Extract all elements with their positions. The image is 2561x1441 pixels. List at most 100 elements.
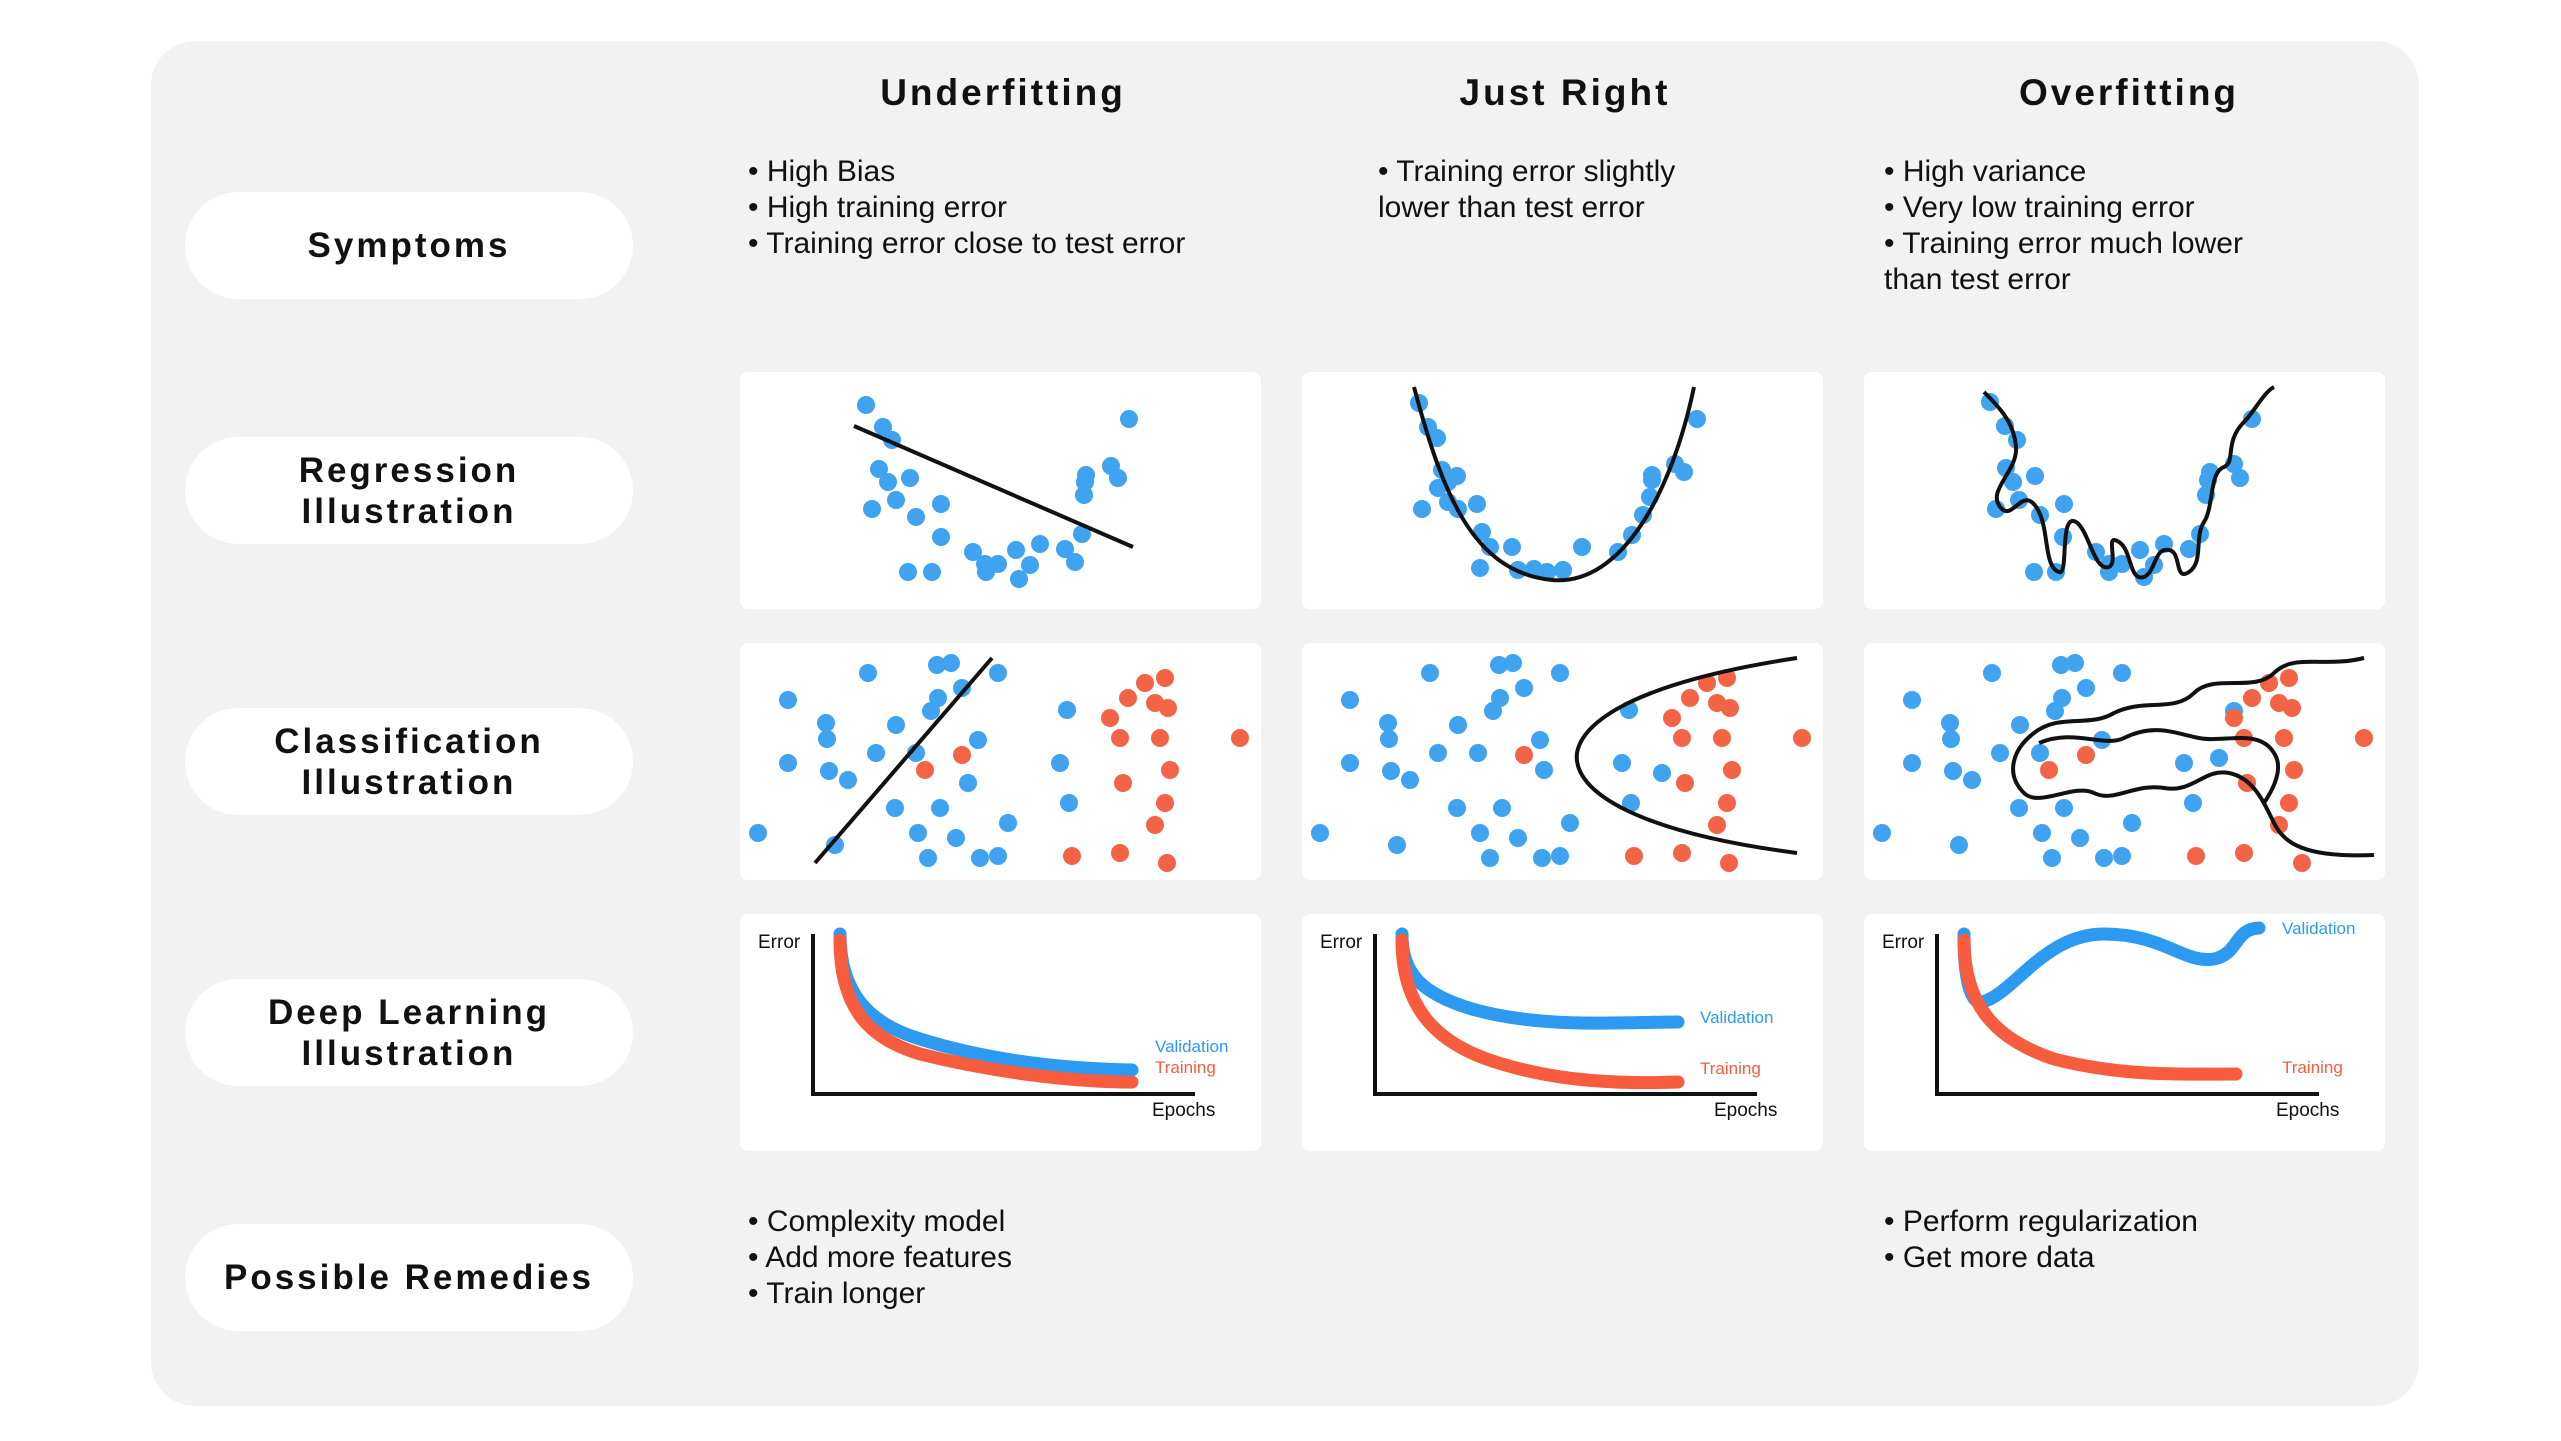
data-point: [1688, 410, 1706, 428]
data-point: [1031, 535, 1049, 553]
row-label-classification-line2: Illustration: [301, 762, 517, 802]
data-point: [953, 746, 971, 764]
remedy-item: Train longer: [748, 1276, 1012, 1312]
data-point: [1382, 762, 1400, 780]
y-axis-label: Error: [1320, 932, 1363, 953]
data-point: [916, 761, 934, 779]
data-point: [922, 702, 940, 720]
data-point: [1515, 746, 1533, 764]
symptoms-underfitting: High Bias High training error Training e…: [748, 154, 1185, 262]
row-label-remedies: Possible Remedies: [185, 1224, 633, 1331]
data-point: [942, 654, 960, 672]
row-label-regression: Regression Illustration: [185, 437, 633, 544]
data-point: [2113, 847, 2131, 865]
column-header-just-right: Just Right: [1459, 72, 1671, 113]
data-point: [1551, 847, 1569, 865]
decision-boundary: [2011, 656, 2375, 858]
y-axis-label: Error: [1882, 932, 1925, 953]
data-point: [2026, 467, 2044, 485]
data-point: [964, 543, 982, 561]
remedy-item: Perform regularization: [1884, 1204, 2198, 1240]
data-point: [1151, 729, 1169, 747]
training-label: Training: [2282, 1058, 2343, 1077]
data-point: [953, 679, 971, 697]
validation-curve: [1957, 921, 2266, 1009]
row-label-deep-learning: Deep Learning Illustration: [185, 979, 633, 1086]
data-point: [2283, 699, 2301, 717]
data-points: [1981, 393, 2261, 586]
symptom-item: High training error: [748, 190, 1185, 226]
data-point: [749, 824, 767, 842]
data-point: [2043, 849, 2061, 867]
data-point: [2225, 709, 2243, 727]
data-point: [2011, 716, 2029, 734]
data-point: [1111, 844, 1129, 862]
dl-underfitting-chart: Error Epochs Validation Training: [758, 927, 1228, 1121]
data-point: [886, 799, 904, 817]
data-point: [1146, 816, 1164, 834]
data-point: [1515, 679, 1533, 697]
data-point: [1136, 674, 1154, 692]
data-point: [1066, 553, 1084, 571]
data-point: [2235, 844, 2253, 862]
data-point: [989, 664, 1007, 682]
data-point: [1554, 561, 1572, 579]
data-point: [1075, 486, 1093, 504]
data-point: [1449, 716, 1467, 734]
data-point: [2210, 749, 2228, 767]
data-point: [1561, 814, 1579, 832]
data-point: [1231, 729, 1249, 747]
data-point: [2077, 746, 2095, 764]
data-point: [1341, 691, 1359, 709]
data-point: [1428, 429, 1446, 447]
data-point: [820, 762, 838, 780]
training-curve: [1957, 933, 2243, 1081]
data-point: [1119, 689, 1137, 707]
data-point: [1681, 689, 1699, 707]
data-point: [1793, 729, 1811, 747]
data-point: [1997, 459, 2015, 477]
data-point: [1109, 469, 1127, 487]
data-point: [826, 836, 844, 854]
data-point: [1944, 762, 1962, 780]
data-point: [1493, 799, 1511, 817]
data-point: [1718, 794, 1736, 812]
data-point: [874, 418, 892, 436]
data-point: [1663, 709, 1681, 727]
row-label-classification-line1: Classification: [274, 721, 544, 761]
data-point: [1421, 664, 1439, 682]
dl-just-right-chart: Error Epochs Validation Training: [1320, 927, 1777, 1121]
data-point: [1060, 794, 1078, 812]
data-point: [2071, 829, 2089, 847]
data-point: [2077, 679, 2095, 697]
column-header-overfitting: Overfitting: [2018, 72, 2240, 113]
data-point: [959, 774, 977, 792]
class-b-points: [1515, 669, 1811, 872]
data-point: [1471, 559, 1489, 577]
fit-line: [853, 424, 1134, 549]
regression-just-right-plot: [1410, 386, 1706, 583]
validation-curve: [833, 927, 1139, 1077]
data-point: [2025, 563, 2043, 581]
x-axis-label: Epochs: [1152, 1100, 1215, 1121]
data-point: [870, 460, 888, 478]
data-point: [1311, 824, 1329, 842]
classification-just-right-plot: [1311, 654, 1811, 872]
data-point: [1963, 771, 1981, 789]
data-point: [1471, 824, 1489, 842]
data-point: [1413, 500, 1431, 518]
data-point: [1723, 761, 1741, 779]
symptom-item: Training error slightly: [1378, 154, 1675, 190]
data-point: [2123, 814, 2141, 832]
data-point: [1401, 771, 1419, 789]
data-point: [947, 829, 965, 847]
data-point: [1713, 729, 1731, 747]
row-label-symptoms: Symptoms: [185, 192, 633, 299]
data-point: [1538, 563, 1556, 581]
data-point: [1156, 669, 1174, 687]
data-point: [1010, 570, 1028, 588]
data-point: [2046, 702, 2064, 720]
symptom-item-continued: lower than test error: [1378, 191, 1645, 224]
training-curve: [1395, 933, 1685, 1090]
decision-boundary-inner: [2038, 728, 2281, 805]
